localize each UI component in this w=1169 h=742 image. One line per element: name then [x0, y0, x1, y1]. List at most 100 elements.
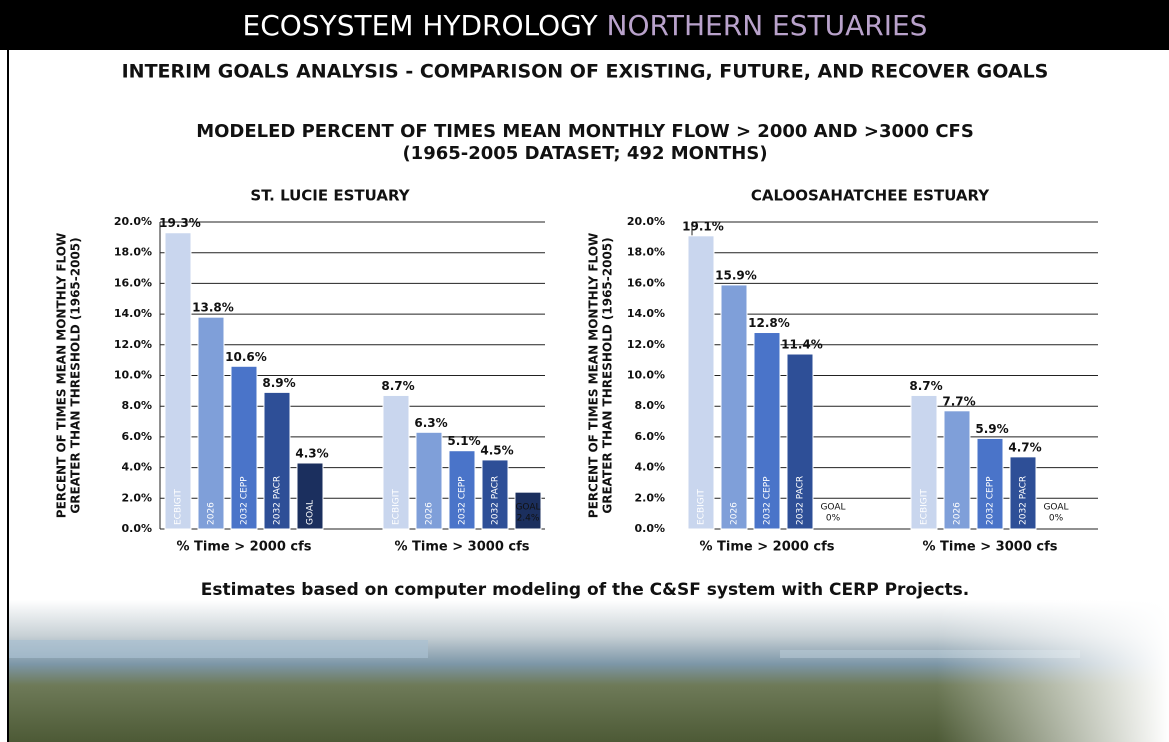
x-tick-label: % Time > 2000 cfs [177, 540, 312, 555]
bar [197, 316, 225, 530]
x-tick-label: % Time > 2000 cfs [700, 540, 835, 555]
bar [230, 365, 258, 530]
y-tick-label: 14.0% [114, 307, 152, 320]
chart-title: ST. LUCIE ESTUARY [250, 187, 410, 205]
chart-heading: MODELED PERCENT OF TIMES MEAN MONTHLY FL… [196, 121, 974, 142]
bar-series-label: 2026 [425, 502, 435, 525]
data-label: 0% [826, 514, 841, 524]
bar-series-label: 2032 CEPP [986, 476, 996, 525]
bar [382, 394, 410, 530]
y-axis-label: PERCENT OF TIMES MEAN MONTHLY FLOW [55, 233, 69, 518]
bar [296, 462, 324, 530]
data-label: 4.3% [295, 446, 328, 460]
bar-series-label: 2032 PACR [491, 476, 501, 525]
data-label: 15.9% [715, 268, 757, 282]
bar-series-label: ECBIGIT [697, 489, 707, 525]
bar-series-label: 2026 [207, 502, 217, 525]
x-tick-label: % Time > 3000 cfs [395, 540, 530, 555]
bar-series-label: 2032 CEPP [763, 476, 773, 525]
bar [910, 394, 938, 530]
y-tick-label: 10.0% [627, 369, 665, 382]
y-tick-label: 18.0% [114, 246, 152, 259]
data-label: 0% [1049, 514, 1064, 524]
bar [514, 491, 542, 530]
y-tick-label: 8.0% [634, 399, 665, 412]
data-label: 8.9% [262, 376, 295, 390]
y-tick-label: 6.0% [634, 430, 665, 443]
bar-series-label: 2032 CEPP [240, 476, 250, 525]
y-tick-label: 12.0% [114, 338, 152, 351]
bar [753, 332, 781, 530]
data-label: 4.5% [480, 443, 513, 457]
data-label: 8.7% [909, 379, 942, 393]
data-label: 6.3% [414, 416, 447, 430]
data-label: 8.7% [381, 379, 414, 393]
photo-fade [8, 600, 1169, 742]
y-tick-label: 12.0% [627, 338, 665, 351]
title-part: NORTHERN ESTUARIES [607, 9, 928, 42]
data-label: 7.7% [942, 394, 975, 408]
bar-series-label: 2026 [730, 502, 740, 525]
y-tick-label: 0.0% [121, 522, 152, 535]
y-axis-label: GREATER THAN THRESHOLD (1965-2005) [69, 237, 83, 513]
bar-series-label: ECBIGIT [920, 489, 930, 525]
y-tick-label: 14.0% [627, 307, 665, 320]
bar [720, 284, 748, 530]
y-tick-label: 2.0% [634, 491, 665, 504]
footer: Estimates based on computer modeling of … [201, 580, 970, 600]
bar [976, 437, 1004, 530]
bar [786, 353, 814, 530]
chart-title: CALOOSAHATCHEE ESTUARY [751, 187, 990, 205]
bar-series-label: ECBIGIT [174, 489, 184, 525]
y-tick-label: 18.0% [627, 246, 665, 259]
data-label: 11.4% [781, 338, 823, 352]
y-tick-label: 0.0% [634, 522, 665, 535]
header-bar [0, 0, 1169, 50]
data-label: 19.1% [682, 219, 724, 233]
bar-series-label: 2026 [953, 502, 963, 525]
bar [687, 235, 715, 530]
y-tick-label: 10.0% [114, 369, 152, 382]
y-tick-label: 16.0% [114, 276, 152, 289]
data-label: 10.6% [225, 350, 267, 364]
bar-series-label: GOAL [1043, 503, 1068, 513]
bar-series-label: GOAL [515, 503, 540, 513]
bar-series-label: 2032 PACR [1019, 476, 1029, 525]
y-tick-label: 20.0% [627, 215, 665, 228]
data-label: 13.8% [192, 301, 234, 315]
x-tick-label: % Time > 3000 cfs [923, 540, 1058, 555]
bar [164, 232, 192, 530]
y-axis-label: GREATER THAN THRESHOLD (1965-2005) [601, 237, 615, 513]
y-tick-label: 6.0% [121, 430, 152, 443]
bar [448, 450, 476, 530]
header-title: ECOSYSTEM HYDROLOGY NORTHERN ESTUARIES [243, 9, 928, 42]
data-label: 12.8% [748, 316, 790, 330]
y-tick-label: 4.0% [634, 461, 665, 474]
bar-series-label: GOAL [820, 503, 845, 513]
subtitle: INTERIM GOALS ANALYSIS - COMPARISON OF E… [122, 61, 1049, 83]
bar-series-label: 2032 PACR [796, 476, 806, 525]
bar-series-label: ECBIGIT [392, 489, 402, 525]
data-label: 2.4% [517, 514, 540, 524]
bar-series-label: 2032 PACR [273, 476, 283, 525]
y-tick-label: 8.0% [121, 399, 152, 412]
y-tick-label: 20.0% [114, 215, 152, 228]
chart-heading: (1965-2005 DATASET; 492 MONTHS) [402, 143, 767, 164]
bar-series-label: GOAL [306, 500, 316, 525]
data-label: 5.1% [447, 434, 480, 448]
title-part: ECOSYSTEM HYDROLOGY [243, 9, 599, 42]
data-label: 5.9% [975, 422, 1008, 436]
bar [943, 410, 971, 530]
y-tick-label: 4.0% [121, 461, 152, 474]
bar [481, 459, 509, 530]
bar [415, 431, 443, 530]
bar [263, 391, 291, 530]
data-label: 4.7% [1008, 440, 1041, 454]
y-tick-label: 16.0% [627, 276, 665, 289]
data-label: 19.3% [159, 216, 201, 230]
y-axis-label: PERCENT OF TIMES MEAN MONTHLY FLOW [587, 233, 601, 518]
y-tick-label: 2.0% [121, 491, 152, 504]
bar-series-label: 2032 CEPP [458, 476, 468, 525]
